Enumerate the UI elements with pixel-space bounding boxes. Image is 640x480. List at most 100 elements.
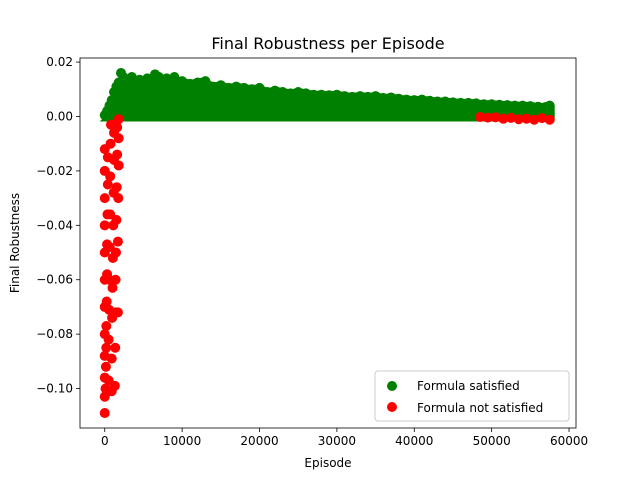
y-tick-label: −0.10 xyxy=(36,382,73,396)
not-satisfied-point xyxy=(110,274,121,285)
satisfied-point xyxy=(347,91,358,102)
not-satisfied-point xyxy=(112,149,123,160)
satisfied-point xyxy=(432,96,443,107)
satisfied-point xyxy=(324,90,335,101)
satisfied-point xyxy=(184,78,195,89)
satisfied-point xyxy=(417,94,428,105)
not-satisfied-point xyxy=(113,133,124,144)
satisfied-point xyxy=(223,82,234,93)
not-satisfied-point xyxy=(521,113,532,124)
not-satisfied-point xyxy=(490,112,501,123)
y-tick-label: 0.00 xyxy=(46,109,73,123)
x-tick-label: 0 xyxy=(101,434,109,448)
not-satisfied-point xyxy=(113,160,124,171)
not-satisfied-point xyxy=(99,391,110,402)
x-tick-label: 40000 xyxy=(395,434,433,448)
satisfied-point xyxy=(146,77,157,88)
data-marks xyxy=(99,67,555,419)
not-satisfied-point xyxy=(544,114,555,125)
not-satisfied-point xyxy=(101,320,112,331)
not-satisfied-point xyxy=(105,171,116,182)
y-axis-label: Final Robustness xyxy=(8,193,22,293)
satisfied-point xyxy=(200,76,211,87)
not-satisfied-point xyxy=(101,296,112,307)
satisfied-point xyxy=(447,97,458,108)
satisfied-point xyxy=(486,99,497,110)
x-tick-label: 60000 xyxy=(550,434,588,448)
not-satisfied-point xyxy=(99,193,110,204)
satisfied-point xyxy=(262,87,273,98)
x-axis-label: Episode xyxy=(304,456,351,470)
satisfied-point xyxy=(246,84,257,95)
not-satisfied-point xyxy=(513,114,524,125)
not-satisfied-point xyxy=(498,113,509,124)
x-tick-label: 10000 xyxy=(163,434,201,448)
not-satisfied-point xyxy=(107,282,118,293)
not-satisfied-point xyxy=(110,247,121,258)
satisfied-point xyxy=(308,89,319,100)
satisfied-point xyxy=(355,91,366,102)
satisfied-point xyxy=(215,80,226,91)
satisfied-point xyxy=(362,91,373,102)
not-satisfied-point xyxy=(475,112,486,123)
not-satisfied-point xyxy=(111,214,122,225)
x-tick-label: 50000 xyxy=(473,434,511,448)
not-satisfied-point xyxy=(106,353,117,364)
satisfied-point xyxy=(502,100,513,111)
not-satisfied-point xyxy=(112,122,123,133)
satisfied-point xyxy=(494,99,505,110)
chart-title: Final Robustness per Episode xyxy=(211,34,444,53)
series-formula-satisfied xyxy=(99,67,555,121)
satisfied-point xyxy=(386,92,397,103)
satisfied-point xyxy=(300,88,311,99)
not-satisfied-point xyxy=(482,112,493,123)
not-satisfied-point xyxy=(506,112,517,123)
not-satisfied-point xyxy=(529,114,540,125)
satisfied-point xyxy=(463,97,474,108)
satisfied-point xyxy=(177,76,188,87)
not-satisfied-point xyxy=(102,179,113,190)
not-satisfied-point xyxy=(113,193,124,204)
satisfied-point xyxy=(378,92,389,103)
satisfied-point xyxy=(231,81,242,92)
satisfied-point xyxy=(401,94,412,105)
satisfied-point xyxy=(239,82,250,93)
not-satisfied-point xyxy=(536,113,547,124)
satisfied-point xyxy=(254,82,265,93)
satisfied-point xyxy=(106,95,117,106)
satisfied-point xyxy=(478,99,489,110)
not-satisfied-point xyxy=(113,114,124,125)
not-satisfied-point xyxy=(105,138,116,149)
not-satisfied-point xyxy=(110,342,121,353)
satisfied-point xyxy=(509,100,520,111)
satisfied-point xyxy=(331,89,342,100)
satisfied-point xyxy=(316,89,327,100)
series-formula-not-satisfied xyxy=(99,112,555,419)
legend: Formula satisfied Formula not satisfied xyxy=(374,370,570,422)
legend-box xyxy=(374,370,570,422)
satisfied-point xyxy=(277,87,288,98)
legend-label-satisfied: Formula satisfied xyxy=(417,379,520,393)
y-tick-label: −0.06 xyxy=(36,273,73,287)
x-tick-label: 30000 xyxy=(318,434,356,448)
satisfied-point xyxy=(285,88,296,99)
satisfied-point xyxy=(440,96,451,107)
not-satisfied-point xyxy=(101,342,112,353)
y-tick-label: −0.04 xyxy=(36,218,73,232)
satisfied-point xyxy=(544,100,555,111)
not-satisfied-point xyxy=(109,380,120,391)
y-tick-label: 0.02 xyxy=(46,55,73,69)
satisfied-point xyxy=(455,97,466,108)
not-satisfied-point xyxy=(99,220,110,231)
satisfied-point xyxy=(393,93,404,104)
not-satisfied-point xyxy=(100,361,111,372)
y-axis-ticks: 0.02 0.00 −0.02 −0.04 −0.06 −0.08 −0.10 xyxy=(36,55,80,396)
plot-frame xyxy=(79,57,577,429)
legend-label-not-satisfied: Formula not satisfied xyxy=(417,401,543,415)
not-satisfied-point xyxy=(111,182,122,193)
y-tick-label: −0.02 xyxy=(36,164,73,178)
satisfied-point xyxy=(370,91,381,102)
satisfied-point xyxy=(517,100,528,111)
satisfied-point xyxy=(293,87,304,98)
satisfied-point xyxy=(424,95,435,106)
